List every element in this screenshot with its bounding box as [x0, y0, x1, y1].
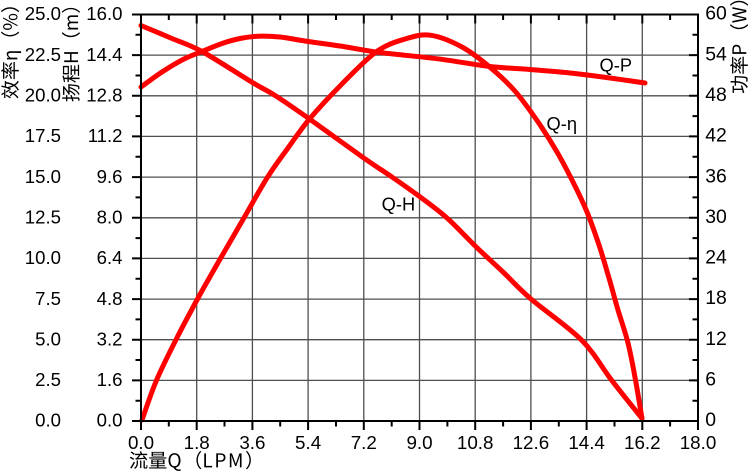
svg-text:24: 24 [705, 247, 727, 269]
svg-text:12.6: 12.6 [513, 432, 550, 453]
svg-text:1.6: 1.6 [97, 369, 123, 390]
svg-text:9.0: 9.0 [406, 432, 432, 453]
svg-text:14.4: 14.4 [86, 44, 122, 65]
svg-text:10.8: 10.8 [457, 432, 494, 453]
svg-text:3.6: 3.6 [239, 432, 265, 453]
svg-text:36: 36 [705, 165, 727, 187]
svg-text:60: 60 [705, 3, 727, 25]
svg-text:42: 42 [705, 125, 727, 147]
svg-text:16.0: 16.0 [86, 3, 122, 24]
svg-text:18: 18 [705, 287, 727, 309]
svg-text:Q-P: Q-P [600, 54, 633, 75]
svg-text:10.0: 10.0 [25, 247, 61, 268]
svg-text:16.2: 16.2 [624, 432, 661, 453]
svg-text:7.5: 7.5 [35, 288, 61, 309]
svg-text:6: 6 [705, 369, 716, 391]
svg-text:0.0: 0.0 [128, 432, 154, 453]
svg-text:25.0: 25.0 [25, 3, 61, 24]
svg-text:12: 12 [705, 328, 727, 350]
svg-text:18.0: 18.0 [680, 432, 717, 453]
svg-text:6.4: 6.4 [97, 247, 123, 268]
svg-text:3.2: 3.2 [97, 328, 123, 349]
svg-text:0.0: 0.0 [35, 410, 61, 431]
svg-text:2.5: 2.5 [35, 369, 61, 390]
svg-text:1.8: 1.8 [184, 432, 210, 453]
svg-text:54: 54 [705, 43, 727, 65]
svg-text:0.0: 0.0 [97, 410, 123, 431]
svg-text:30: 30 [705, 206, 727, 228]
svg-text:22.5: 22.5 [25, 44, 61, 65]
svg-text:17.5: 17.5 [25, 125, 61, 146]
svg-text:Q-η: Q-η [547, 113, 577, 134]
svg-text:4.8: 4.8 [97, 288, 123, 309]
svg-text:9.6: 9.6 [97, 166, 123, 187]
svg-text:5.4: 5.4 [295, 432, 321, 453]
svg-text:48: 48 [705, 84, 727, 106]
svg-text:Q-H: Q-H [382, 194, 416, 215]
svg-text:15.0: 15.0 [25, 166, 61, 187]
svg-text:11.2: 11.2 [88, 125, 123, 146]
svg-text:7.2: 7.2 [351, 432, 377, 453]
svg-text:8.0: 8.0 [97, 207, 123, 228]
svg-text:12.5: 12.5 [25, 207, 61, 228]
svg-text:20.0: 20.0 [25, 85, 61, 106]
svg-text:14.4: 14.4 [568, 432, 605, 453]
svg-text:0: 0 [705, 409, 716, 431]
svg-text:12.8: 12.8 [86, 85, 122, 106]
svg-text:5.0: 5.0 [35, 328, 61, 349]
